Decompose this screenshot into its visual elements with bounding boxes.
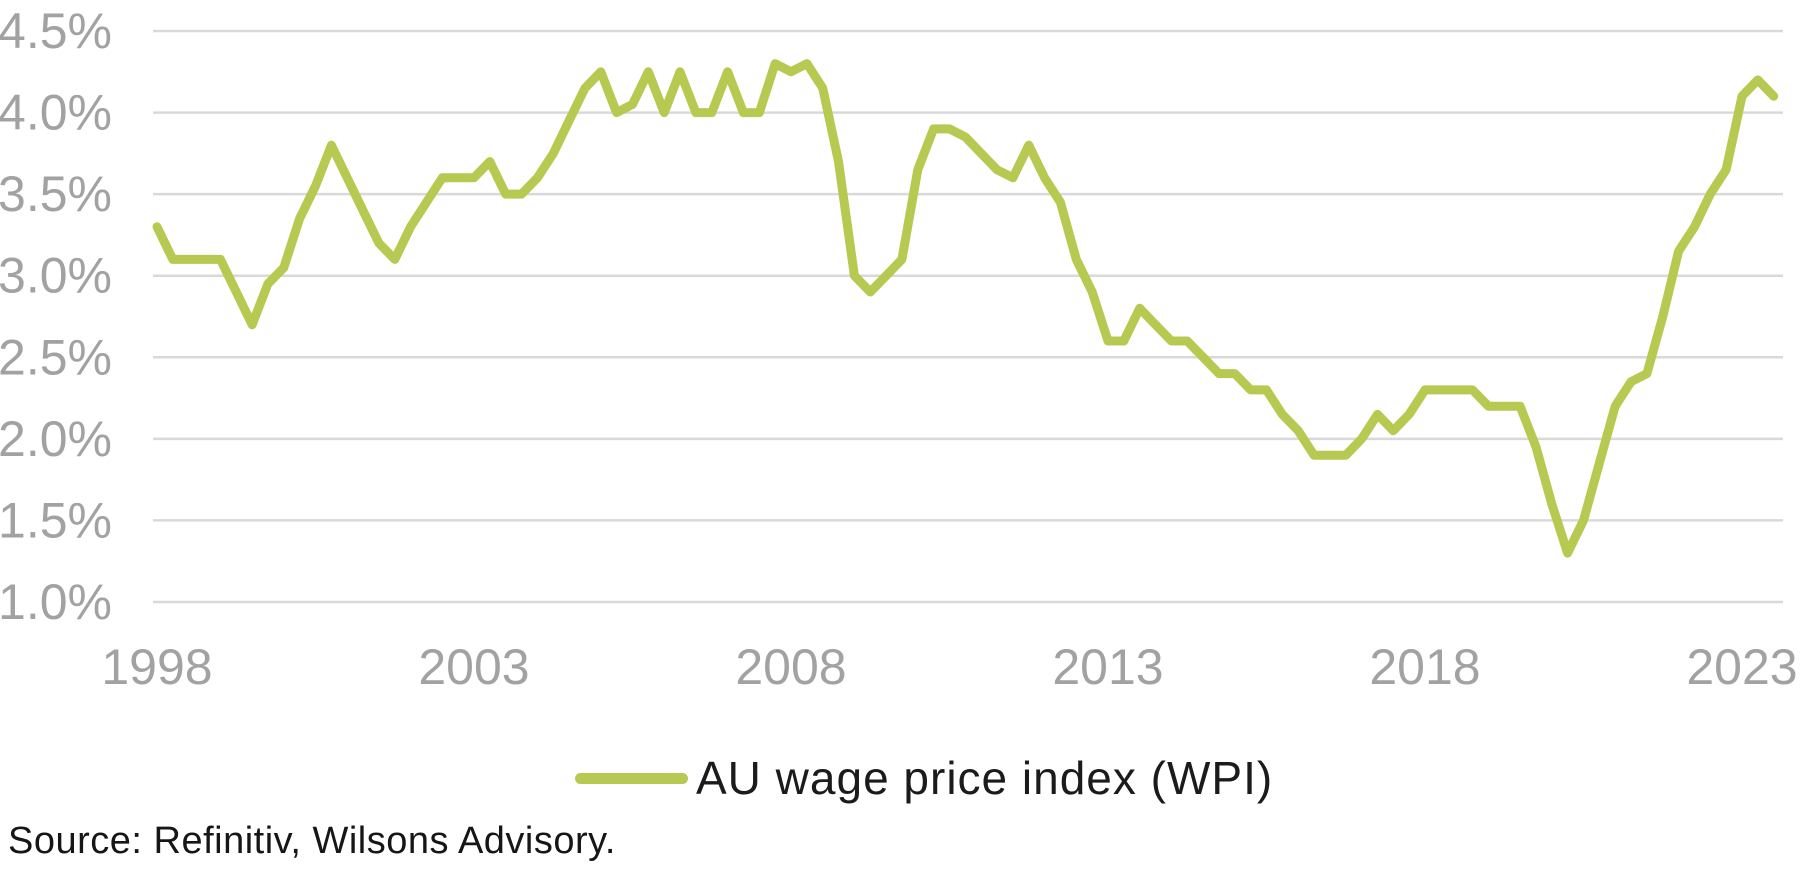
x-axis-tick-label: 2023 [1686, 639, 1797, 695]
y-axis-tick-label: 3.0% [0, 248, 112, 304]
legend: AU wage price index (WPI) [575, 751, 1273, 805]
y-axis-tick-label: 2.5% [0, 329, 112, 385]
y-axis-tick-label: 1.5% [0, 492, 112, 548]
y-axis-tick-label: 3.5% [0, 166, 112, 222]
x-axis-tick-label: 2008 [735, 639, 846, 695]
x-axis-tick-label: 2018 [1369, 639, 1480, 695]
x-axis-tick-label: 2003 [418, 639, 529, 695]
x-axis-tick-label: 1998 [101, 639, 212, 695]
y-axis-tick-label: 4.5% [0, 3, 112, 59]
source-note: Source: Refinitiv, Wilsons Advisory. [8, 820, 616, 862]
y-axis-tick-label: 4.0% [0, 85, 112, 141]
legend-swatch [575, 772, 688, 784]
legend-label: AU wage price index (WPI) [696, 752, 1274, 804]
wpi-series-line [152, 59, 1779, 558]
x-axis-tick-label: 2013 [1052, 639, 1163, 695]
y-axis-tick-label: 1.0% [0, 574, 112, 630]
y-axis-tick-label: 2.0% [0, 411, 112, 467]
